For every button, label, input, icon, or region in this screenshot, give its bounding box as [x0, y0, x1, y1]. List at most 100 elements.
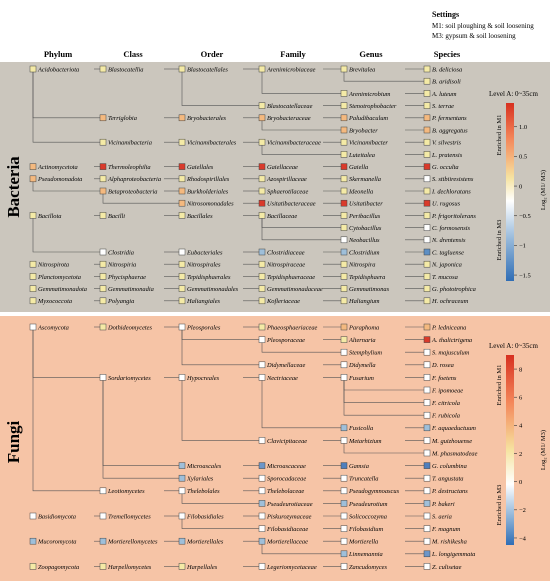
order-node-box: [178, 212, 186, 219]
phylum-node-box: [29, 175, 37, 183]
family-label: Pseudeurotiaceae: [266, 501, 313, 508]
species-label: F. citricola: [431, 400, 460, 407]
genus-node-box: [340, 525, 348, 532]
tree-edge: [343, 380, 424, 416]
phylum-node-box: [29, 512, 37, 520]
species-label: Z. culisetae: [432, 564, 462, 571]
phylum-node-box: [29, 323, 37, 331]
tree-edge: [32, 72, 100, 143]
family-node-box: [258, 163, 266, 170]
family-label: Kofleriaceae: [266, 298, 300, 305]
fungi-colorbar-ticks: 8 6 4 2 0 −2 −4: [514, 366, 527, 542]
phylum-label: Acidobacteriota: [37, 66, 79, 73]
class-label: Phycisphaerae: [107, 274, 146, 281]
order-label: Nitrospirales: [186, 262, 221, 269]
family-node-box: [258, 487, 266, 495]
tree-edge: [32, 181, 100, 192]
tree-edge: [181, 519, 259, 529]
family-node-box: [258, 474, 266, 482]
genus-label: Skermanella: [349, 176, 381, 183]
phylum-node-box: [29, 260, 37, 268]
genus-label: Alternaria: [348, 337, 376, 344]
tree-edge: [181, 380, 259, 441]
bacteria-colorbar: [506, 103, 514, 281]
species-label: F. ipomoeae: [431, 387, 463, 394]
family-label: Microascaceae: [266, 463, 306, 470]
genus-node-box: [340, 273, 348, 280]
species-label: F. magnum: [431, 526, 461, 533]
tree-edge: [261, 380, 341, 429]
phylum-node-box: [29, 537, 37, 545]
species-label: V. silvestris: [432, 140, 462, 147]
order-label: Thelebolales: [187, 488, 220, 495]
family-node-box: [258, 273, 266, 280]
genus-label: Luteitalea: [348, 152, 375, 159]
family-label: Piskurozymaceae: [266, 513, 312, 520]
family-node-box: [258, 361, 266, 369]
order-node-box: [178, 487, 186, 495]
family-label: Legeriomycetaceae: [266, 564, 317, 571]
family-label: Bryobacteraceae: [267, 115, 311, 122]
order-label: Gaiellales: [187, 164, 214, 171]
genus-node-box: [340, 212, 348, 219]
species-label: H. ochraceum: [431, 298, 469, 305]
fungi-legend-axis-label: Log₂ (M1/ M3): [540, 430, 547, 470]
class-label: Nitrospiria: [107, 262, 136, 269]
class-node-box: [99, 563, 107, 570]
family-label: Usitatibacteraceae: [267, 201, 316, 208]
order-node-box: [178, 248, 186, 256]
family-node-box: [258, 374, 266, 381]
species-node-box: [423, 374, 431, 381]
phylum-label: Planctomycetota: [37, 274, 81, 281]
phylum-label: Gemmatimonadota: [38, 286, 87, 293]
tree-edge: [261, 544, 341, 555]
order-node-box: [178, 273, 186, 280]
tree-edge: [261, 342, 341, 353]
species-node-box: [423, 424, 431, 432]
species-node-box: [423, 550, 431, 558]
genus-node-box: [340, 563, 348, 570]
settings-m3: M3: gypsum & soil loosening: [432, 32, 516, 40]
species-node-box: [423, 187, 431, 195]
class-label: Vicinamibacteria: [108, 140, 152, 147]
genus-label: Pseudeurotium: [348, 501, 388, 508]
species-node-box: [423, 361, 431, 369]
tree-edge: [32, 330, 100, 492]
tree-edge: [181, 493, 259, 504]
family-node-box: [258, 138, 266, 146]
order-label: Bacillales: [187, 213, 213, 220]
bacteria-tree: Acidobacteriota Blastocatellia Blastocatel…: [29, 65, 476, 305]
colorbar-tick-label: −1: [519, 243, 526, 250]
family-label: Clavicipitaceae: [267, 438, 307, 445]
class-label: Sordariomycetes: [108, 375, 151, 382]
phylum-label: Nitrospirota: [37, 262, 69, 269]
species-label: B. aggregatus: [432, 127, 468, 134]
family-label: Filobasidiaceae: [266, 526, 308, 533]
species-node-box: [423, 224, 431, 231]
species-label: A. luteum: [431, 91, 457, 98]
genus-label: Pseudogymnoascus: [348, 488, 400, 495]
class-node-box: [99, 248, 107, 256]
class-label: Gemmatimonadia: [108, 286, 154, 293]
class-node-box: [99, 187, 107, 195]
genus-label: Brevitalea: [349, 66, 375, 73]
genus-node-box: [340, 187, 348, 195]
species-label: C. formosensis: [432, 225, 471, 232]
genus-node-box: [340, 224, 348, 231]
bacteria-panel: Bacteria Acidobacteriota Blastocatellia Bl…: [0, 62, 550, 312]
family-label: Nectriaceae: [266, 375, 298, 382]
genus-label: Gemmatimonas: [349, 286, 390, 293]
species-label: S. terrae: [432, 103, 454, 110]
class-label: Bacilli: [108, 213, 125, 220]
species-node-box: [423, 260, 431, 268]
genus-node-box: [340, 437, 348, 444]
phylum-label: Mucoromycota: [37, 539, 76, 546]
species-label: L. longigemmata: [431, 551, 475, 558]
class-label: Mortierellomycetes: [107, 539, 158, 546]
genus-label: Bryobacter: [349, 127, 378, 134]
species-node-box: [423, 163, 431, 170]
genus-node-box: [340, 248, 348, 256]
species-node-box: [423, 102, 431, 109]
header-phylum: Phylum: [44, 49, 72, 59]
